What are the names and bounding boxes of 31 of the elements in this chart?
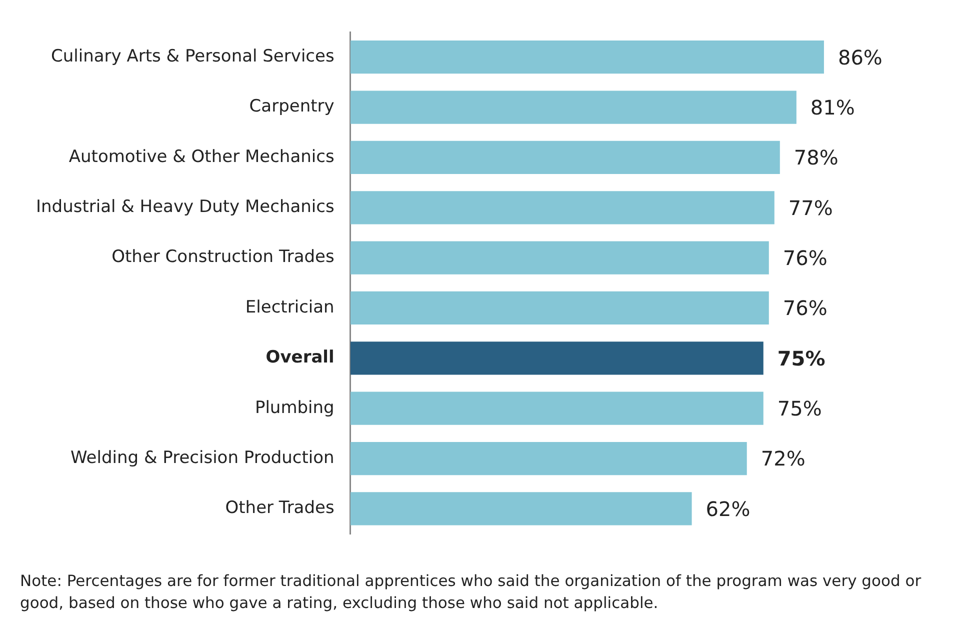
y-tick-label: Automotive & Other Mechanics	[68, 146, 334, 167]
y-tick-label: Plumbing	[254, 398, 334, 418]
data-label: 81%	[810, 95, 855, 120]
bar	[350, 241, 769, 274]
bar	[350, 291, 769, 325]
data-label: 86%	[838, 45, 882, 70]
bar	[350, 90, 796, 124]
y-tick-label: Welding & Precision Production	[70, 448, 334, 468]
y-tick-label: Carpentry	[249, 96, 334, 117]
bar	[350, 442, 747, 476]
y-tick-label: Electrician	[245, 297, 334, 318]
text: Note: Percentages are for former traditional apprentices who said the organization of the program was very good or good, based on those who gave a rating, excluding those who said not applicable.	[20, 571, 922, 614]
y-tick-label: Culinary Arts & Personal Services	[51, 46, 334, 67]
bar	[350, 392, 764, 425]
data-label: 77%	[788, 196, 833, 220]
bar	[350, 492, 692, 526]
bar	[350, 342, 764, 375]
data-label: 75%	[777, 346, 826, 370]
bar	[350, 40, 824, 74]
data-label: 72%	[760, 446, 806, 471]
data-label: 76%	[782, 246, 828, 270]
bar	[350, 191, 774, 224]
y-tick-label: Other Trades	[225, 498, 334, 518]
y-tick-label: Industrial & Heavy Duty Mechanics	[36, 197, 334, 218]
data-label: 78%	[794, 146, 838, 170]
data-label: 75%	[777, 396, 822, 421]
data-label: 76%	[782, 296, 828, 320]
y-tick-label: Overall	[266, 348, 334, 368]
bar	[350, 140, 780, 174]
y-tick-label: Other Construction Trades	[112, 247, 334, 268]
data-label: 62%	[706, 496, 750, 521]
